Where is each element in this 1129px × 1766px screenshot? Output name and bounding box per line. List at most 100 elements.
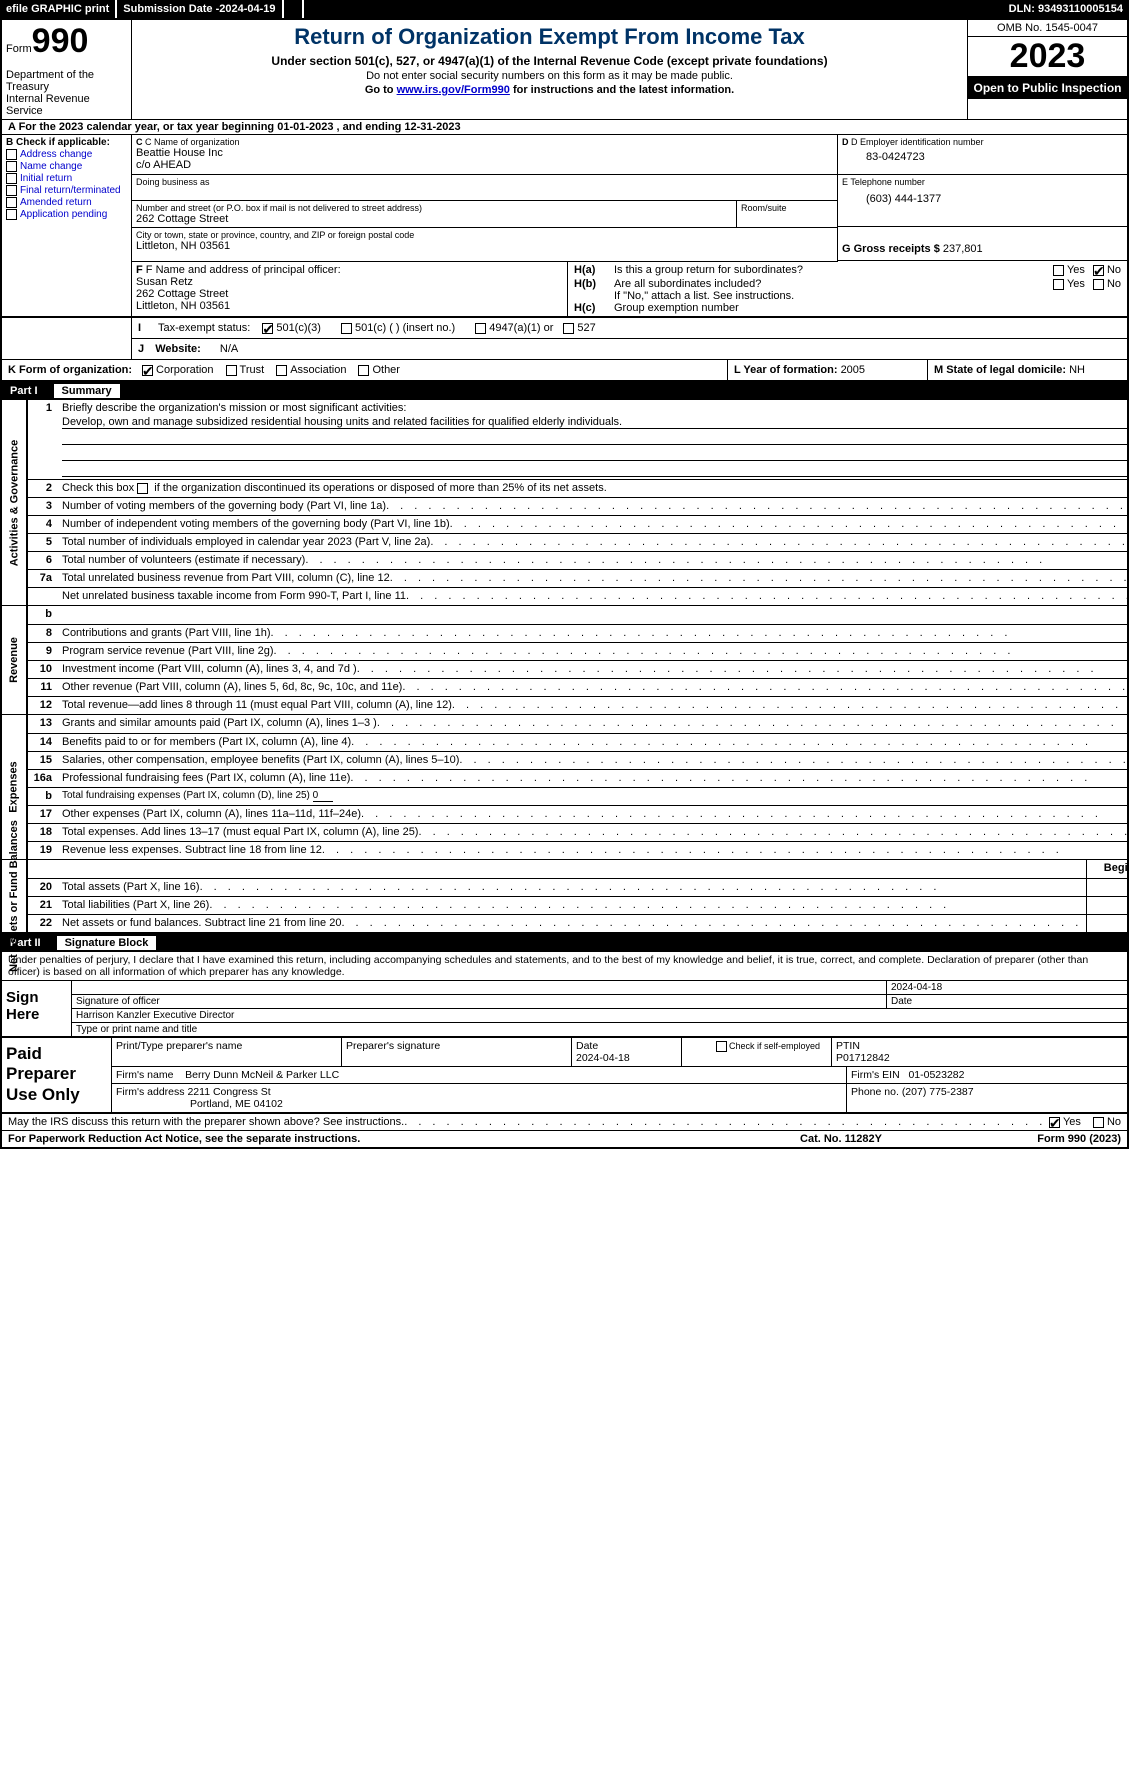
l11-text: Other revenue (Part VIII, column (A), li… bbox=[62, 681, 402, 694]
dba-cell: Doing business as bbox=[132, 175, 837, 201]
line-12: 12 Total revenue—add lines 8 through 11 … bbox=[28, 696, 1129, 714]
cb-address-change[interactable]: Address change bbox=[6, 149, 127, 160]
tax-status-text: Tax-exempt status: bbox=[158, 322, 250, 334]
l8-text: Contributions and grants (Part VIII, lin… bbox=[62, 627, 271, 640]
mission-value: Develop, own and manage subsidized resid… bbox=[62, 416, 1129, 429]
cb-name-change[interactable]: Name change bbox=[6, 161, 127, 172]
cb-corp[interactable] bbox=[142, 365, 153, 376]
firm-addr1: 2211 Congress St bbox=[187, 1086, 270, 1098]
l17-text: Other expenses (Part IX, column (A), lin… bbox=[62, 808, 361, 821]
ln-num: b bbox=[28, 606, 58, 624]
cb-discontinued[interactable] bbox=[137, 483, 148, 494]
cb-assoc[interactable] bbox=[276, 365, 287, 376]
discuss-text: May the IRS discuss this return with the… bbox=[8, 1116, 404, 1128]
part2-title: Signature Block bbox=[57, 936, 157, 950]
line-11: 11 Other revenue (Part VIII, column (A),… bbox=[28, 678, 1129, 696]
dba-lbl: Doing business as bbox=[136, 177, 833, 187]
officer-street: 262 Cottage Street bbox=[136, 288, 563, 300]
dln: DLN: 93493110005154 bbox=[1003, 3, 1129, 15]
l16b-text: Total fundraising expenses (Part IX, col… bbox=[58, 788, 1129, 805]
state-domicile: NH bbox=[1069, 364, 1085, 376]
cb-other[interactable] bbox=[358, 365, 369, 376]
efile-print[interactable]: efile GRAPHIC print bbox=[0, 0, 117, 18]
cb-trust[interactable] bbox=[226, 365, 237, 376]
website-row: J Website: N/A bbox=[132, 339, 1127, 359]
goto-suffix: for instructions and the latest informat… bbox=[510, 84, 734, 96]
goto-link[interactable]: www.irs.gov/Form990 bbox=[397, 84, 510, 96]
cb-label: Amended return bbox=[20, 197, 92, 208]
ln-num: 3 bbox=[28, 498, 58, 515]
tax-year-end: 12-31-2023 bbox=[404, 121, 460, 133]
mission-text: Briefly describe the organization's miss… bbox=[58, 400, 1129, 479]
dln-value: 93493110005154 bbox=[1038, 3, 1123, 15]
k-l-m-row: K Form of organization: Corporation Trus… bbox=[2, 360, 1127, 382]
ln-num: 21 bbox=[28, 897, 58, 914]
officer-name: Susan Retz bbox=[136, 276, 563, 288]
ha-no-cb[interactable] bbox=[1093, 265, 1104, 276]
ha-yes-cb[interactable] bbox=[1053, 265, 1064, 276]
paperwork-notice: For Paperwork Reduction Act Notice, see … bbox=[8, 1133, 741, 1145]
website-lbl: Website: bbox=[155, 343, 201, 355]
perjury-text: Under penalties of perjury, I declare th… bbox=[2, 952, 1127, 981]
cb-final-return[interactable]: Final return/terminated bbox=[6, 185, 127, 196]
line-19: 19 Revenue less expenses. Subtract line … bbox=[28, 841, 1129, 859]
l2-text: Check this box if the organization disco… bbox=[58, 480, 1129, 497]
org-name-cell: C C Name of organization Beattie House I… bbox=[132, 135, 837, 175]
hb-note: If "No," attach a list. See instructions… bbox=[574, 290, 1121, 302]
o1: 501(c)(3) bbox=[276, 322, 321, 334]
cb-527[interactable] bbox=[563, 323, 574, 334]
ein-lbl: D Employer identification number bbox=[851, 137, 984, 147]
col-b: B Check if applicable: Address change Na… bbox=[2, 135, 132, 262]
col-h: H(a) Is this a group return for subordin… bbox=[567, 262, 1127, 316]
blank bbox=[58, 860, 1086, 878]
cb-501c3[interactable] bbox=[262, 323, 273, 334]
cb-initial-return[interactable]: Initial return bbox=[6, 173, 127, 184]
ln-num bbox=[28, 860, 58, 878]
topbar-spacer bbox=[284, 0, 304, 18]
firm-addr-lbl: Firm's address bbox=[116, 1086, 185, 1098]
l20-text: Total assets (Part X, line 16) bbox=[62, 881, 200, 894]
blank bbox=[58, 606, 1129, 624]
firm-addr2: Portland, ME 04102 bbox=[116, 1098, 283, 1110]
form-year-footer: (2023) bbox=[1086, 1133, 1121, 1145]
o2: 501(c) ( ) (insert no.) bbox=[355, 322, 455, 334]
yes-label: Yes bbox=[1067, 264, 1085, 276]
tax-year-begin: 01-01-2023 bbox=[277, 121, 333, 133]
cb-4947[interactable] bbox=[475, 323, 486, 334]
ln-num: 16a bbox=[28, 770, 58, 787]
entity-block: B Check if applicable: Address change Na… bbox=[2, 135, 1127, 262]
org-name: Beattie House Inc bbox=[136, 147, 833, 159]
org-co: c/o AHEAD bbox=[136, 159, 833, 171]
line-4: 4 Number of independent voting members o… bbox=[28, 515, 1129, 533]
ln-num: 12 bbox=[28, 697, 58, 714]
cat-no: Cat. No. 11282Y bbox=[741, 1133, 941, 1145]
prep-sig-lbl: Preparer's signature bbox=[342, 1038, 572, 1066]
dept-treasury: Department of the Treasury Internal Reve… bbox=[6, 69, 127, 117]
hb-no-cb[interactable] bbox=[1093, 279, 1104, 290]
ln-num bbox=[28, 588, 58, 605]
cb-amended-return[interactable]: Amended return bbox=[6, 197, 127, 208]
cb-app-pending[interactable]: Application pending bbox=[6, 209, 127, 220]
sig-date: 2024-04-18 bbox=[887, 981, 1127, 994]
city-cell: City or town, state or province, country… bbox=[132, 228, 837, 262]
l7b-text: Net unrelated business taxable income fr… bbox=[62, 590, 406, 603]
discuss-no-cb[interactable] bbox=[1093, 1117, 1104, 1128]
cb-self-emp[interactable] bbox=[716, 1041, 727, 1052]
hb-yes-cb[interactable] bbox=[1053, 279, 1064, 290]
ln-num: 6 bbox=[28, 552, 58, 569]
gross-value: 237,801 bbox=[943, 243, 983, 255]
part2-header: Part II Signature Block bbox=[2, 934, 1127, 952]
prep-row-2: Firm's name Berry Dunn McNeil & Parker L… bbox=[112, 1067, 1127, 1084]
ln-num: 4 bbox=[28, 516, 58, 533]
cb-501c[interactable] bbox=[341, 323, 352, 334]
line-9: 9 Program service revenue (Part VIII, li… bbox=[28, 642, 1129, 660]
part1-num: Part I bbox=[10, 385, 54, 397]
line-10: 10 Investment income (Part VIII, column … bbox=[28, 660, 1129, 678]
col-d-g: D D Employer identification number 83-04… bbox=[837, 135, 1127, 262]
discuss-yes-cb[interactable] bbox=[1049, 1117, 1060, 1128]
ln-num: 5 bbox=[28, 534, 58, 551]
l9-text: Program service revenue (Part VIII, line… bbox=[62, 645, 274, 658]
cb-label: Final return/terminated bbox=[20, 185, 121, 196]
omb-number: OMB No. 1545-0047 bbox=[968, 20, 1127, 37]
tax-status-row: I Tax-exempt status: 501(c)(3) 501(c) ( … bbox=[132, 318, 1127, 339]
